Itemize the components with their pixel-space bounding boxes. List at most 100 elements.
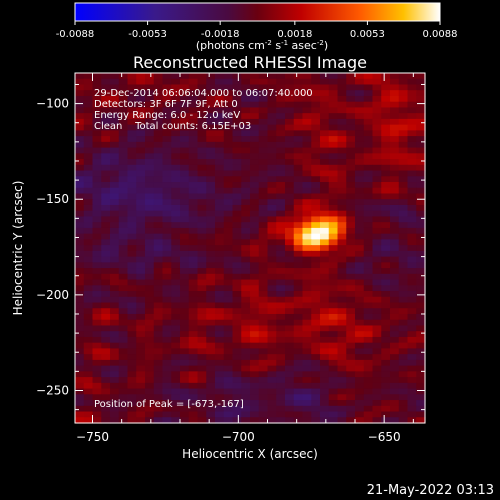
heatmap-cell	[407, 95, 417, 103]
heatmap-cell	[293, 233, 304, 240]
heatmap-cell	[267, 199, 277, 206]
heatmap-cell	[258, 130, 269, 137]
heatmap-cell	[136, 245, 146, 252]
heatmap-cell	[407, 73, 417, 80]
heatmap-cell	[337, 342, 347, 350]
heatmap-cell	[328, 113, 339, 120]
heatmap-cell	[328, 182, 339, 189]
heatmap-cell	[346, 342, 356, 350]
heatmap-cell	[92, 78, 102, 86]
heatmap-cell	[381, 227, 391, 235]
heatmap-cell	[101, 101, 111, 109]
heatmap-cell	[136, 199, 146, 206]
heatmap-cell	[407, 268, 417, 275]
heatmap-cell	[311, 147, 321, 154]
heatmap-cell	[153, 325, 164, 332]
heatmap-cell	[110, 227, 120, 235]
heatmap-cell	[372, 124, 382, 131]
y-tick-label: −200	[36, 288, 69, 302]
heatmap-cell	[355, 400, 365, 407]
heatmap-cell	[153, 113, 164, 120]
heatmap-cell	[276, 182, 286, 189]
heatmap-cell	[337, 101, 347, 109]
heatmap-cell	[355, 78, 365, 86]
heatmap-cell	[197, 411, 207, 418]
heatmap-cell	[355, 359, 365, 367]
heatmap-cell	[416, 113, 426, 120]
heatmap-cell	[355, 130, 365, 137]
heatmap-cell	[215, 268, 225, 275]
heatmap-cell	[75, 400, 85, 407]
y-tick-label: −250	[36, 383, 69, 397]
heatmap-cell	[241, 101, 251, 109]
heatmap-cell	[162, 182, 172, 189]
heatmap-cell	[75, 331, 85, 338]
heatmap-cell	[328, 147, 339, 154]
heatmap-cell	[416, 256, 426, 263]
heatmap-cell	[101, 319, 111, 327]
heatmap-cell	[232, 268, 242, 275]
heatmap-cell	[390, 141, 400, 149]
heatmap-cell	[320, 141, 330, 149]
heatmap-cell	[127, 394, 137, 401]
heatmap-cell	[381, 313, 391, 321]
heatmap-cell	[92, 101, 102, 109]
heatmap-cell	[407, 118, 417, 126]
heatmap-cell	[127, 193, 137, 200]
heatmap-cell	[285, 405, 295, 413]
heatmap-cell	[206, 285, 216, 292]
heatmap-cell	[83, 296, 94, 304]
heatmap-cell	[171, 411, 181, 418]
heatmap-cell	[302, 354, 312, 361]
heatmap-cell	[267, 365, 277, 372]
heatmap-cell	[241, 291, 251, 298]
heatmap-cell	[363, 147, 374, 154]
heatmap-cell	[250, 182, 260, 189]
heatmap-cell	[206, 78, 216, 86]
heatmap-cell	[127, 336, 137, 344]
heatmap-cell	[276, 268, 286, 275]
heatmap-cell	[267, 73, 277, 80]
heatmap-cell	[372, 308, 382, 315]
heatmap-cell	[232, 124, 242, 131]
heatmap-cell	[92, 90, 102, 97]
heatmap-cell	[355, 95, 365, 103]
heatmap-cell	[416, 377, 426, 384]
heatmap-cell	[355, 273, 365, 281]
heatmap-cell	[337, 371, 347, 378]
heatmap-cell	[110, 325, 120, 332]
heatmap-cell	[390, 170, 400, 177]
heatmap-cell	[302, 331, 312, 338]
heatmap-cell	[311, 336, 321, 344]
heatmap-cell	[232, 336, 242, 344]
heatmap-cell	[118, 153, 129, 160]
heatmap-cell	[188, 279, 199, 286]
heatmap-cell	[311, 325, 321, 332]
heatmap-cell	[188, 216, 199, 223]
heatmap-cell	[232, 159, 242, 166]
heatmap-cell	[92, 394, 102, 401]
heatmap-cell	[136, 187, 146, 195]
heatmap-cell	[136, 308, 146, 315]
heatmap-cell	[267, 78, 277, 86]
heatmap-cell	[372, 118, 382, 126]
heatmap-cell	[101, 256, 111, 263]
heatmap-cell	[197, 182, 207, 189]
heatmap-cell	[416, 193, 426, 200]
heatmap-cell	[372, 107, 382, 114]
heatmap-cell	[258, 388, 269, 395]
heatmap-cell	[241, 331, 251, 338]
heatmap-cell	[407, 405, 417, 413]
heatmap-cell	[215, 417, 225, 424]
heatmap-cell	[118, 313, 129, 321]
heatmap-cell	[136, 107, 146, 114]
heatmap-cell	[285, 331, 295, 338]
heatmap-cell	[258, 319, 269, 327]
heatmap-cell	[145, 216, 155, 223]
heatmap-cell	[416, 73, 426, 80]
heatmap-cell	[355, 291, 365, 298]
heatmap-cell	[206, 411, 216, 418]
heatmap-cell	[398, 90, 409, 97]
heatmap-cell	[328, 291, 339, 298]
heatmap-cell	[101, 405, 111, 413]
